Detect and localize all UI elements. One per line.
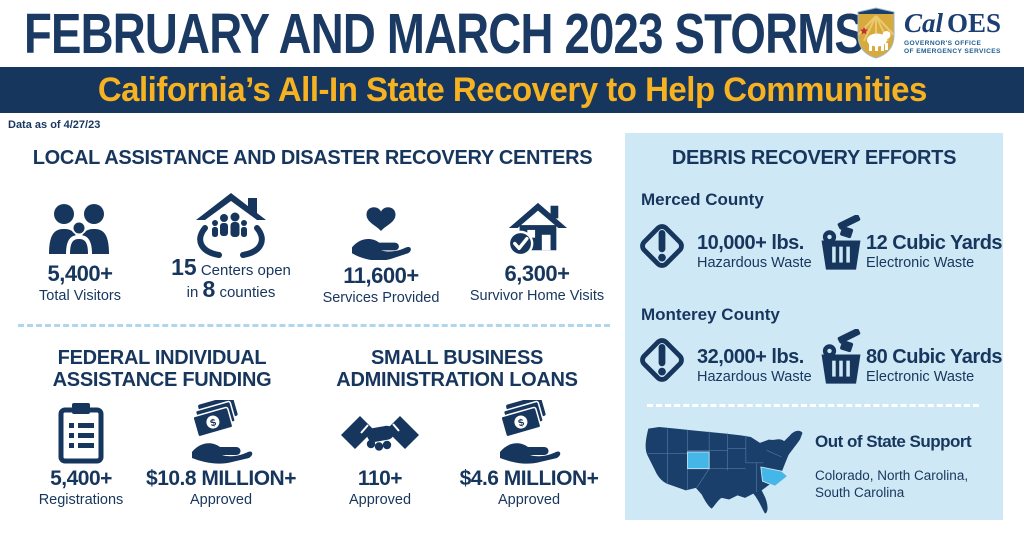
money-in-hand-icon: $	[192, 400, 253, 464]
stat-label: Approved	[348, 492, 412, 508]
federal-assistance-heading: FEDERAL INDIVIDUAL ASSISTANCE FUNDING	[52, 347, 272, 391]
stat-value: 11,600+	[343, 263, 419, 288]
hazardous-warning-icon	[633, 331, 691, 389]
stat-total-visitors: 5,400+ Total Visitors	[15, 194, 145, 304]
star-icon	[860, 27, 868, 35]
stat-value: 12 Cubic Yards	[866, 232, 1003, 254]
clipboard-icon	[58, 403, 104, 464]
sba-loans-heading: SMALL BUSINESS ADMINISTRATION LOANS	[336, 347, 578, 391]
heart-in-hand-icon	[352, 207, 411, 260]
caloes-wordmark: Cal OES	[904, 10, 1001, 37]
stat-label: Approved	[497, 492, 561, 508]
stat-federal-funding: $ $10.8 MILLION+ Approved	[140, 398, 302, 508]
caloes-logo: Cal OES GOVERNOR'S OFFICE OF EMERGENCY SE…	[856, 7, 1001, 59]
stat-label: Total Visitors	[39, 288, 121, 304]
home-check-icon	[507, 202, 567, 257]
logo-oes: OES	[947, 8, 1002, 38]
handshake-icon	[341, 416, 419, 451]
visitors-people-icon	[49, 204, 109, 254]
hazardous-waste-stat: 10,000+ lbs. Hazardous Waste	[697, 232, 812, 271]
stat-label: Hazardous Waste	[697, 369, 812, 385]
stat-label: Services Provided	[322, 290, 440, 306]
logo-tagline: GOVERNOR'S OFFICE OF EMERGENCY SERVICES	[904, 40, 1001, 55]
stat-value: $10.8 MILLION+	[146, 467, 296, 490]
dollar-sign: $	[209, 417, 218, 429]
electronic-waste-stat: 12 Cubic Yards Electronic Waste	[866, 232, 1003, 271]
dollar-sign: $	[517, 417, 526, 429]
stat-survivor-home-visits: 6,300+ Survivor Home Visits	[462, 194, 612, 304]
stat-value: 32,000+ lbs.	[697, 346, 804, 368]
county-name: Monterey County	[641, 305, 780, 324]
stat-value: 80 Cubic Yards	[866, 346, 1003, 368]
hazardous-waste-stat: 32,000+ lbs. Hazardous Waste	[697, 346, 812, 385]
state-colorado	[687, 451, 710, 470]
logo-cal: Cal	[904, 8, 944, 38]
state-carolinas	[760, 466, 789, 487]
stat-label: Approved	[189, 492, 253, 508]
shelter-family-icon	[196, 193, 266, 258]
banner-text: California’s All-In State Recovery to He…	[97, 70, 927, 109]
hazardous-warning-icon	[633, 217, 691, 275]
stat-centers-open: 15 Centers open in 8 counties	[150, 188, 312, 302]
stat-value: 15	[171, 254, 197, 280]
banner: California’s All-In State Recovery to He…	[0, 67, 1024, 113]
stat-value: $4.6 MILLION+	[459, 467, 599, 490]
debris-recovery-panel: DEBRIS RECOVERY EFFORTS Merced County 10…	[625, 133, 1003, 520]
stat-value-2: 8	[202, 276, 216, 302]
stat-sba-approved-count: 110+ Approved	[318, 398, 442, 508]
stat-sba-approved-amount: $ $4.6 MILLION+ Approved	[448, 398, 610, 508]
page-title: FEBRUARY AND MARCH 2023 STORMS	[24, 2, 865, 66]
out-of-state-list: Colorado, North Carolina, South Carolina	[815, 468, 969, 500]
stat-label: Electronic Waste	[866, 255, 975, 271]
county-name: Merced County	[641, 190, 764, 209]
stat-value: 6,300+	[504, 261, 570, 286]
stat-services-provided: 11,600+ Services Provided	[306, 196, 456, 306]
debris-recovery-heading: DEBRIS RECOVERY EFFORTS	[671, 147, 957, 169]
money-in-hand-icon: $	[500, 400, 561, 464]
stat-label: Survivor Home Visits	[469, 288, 605, 304]
data-as-of: Data as of 4/27/23	[8, 119, 101, 131]
caloes-shield-icon	[857, 7, 895, 59]
bear-icon	[867, 31, 891, 51]
stat-label: Hazardous Waste	[697, 255, 812, 271]
stat-value: 10,000+ lbs.	[697, 232, 804, 254]
electronic-waste-bin-icon	[818, 215, 864, 273]
stat-registrations: 5,400+ Registrations	[21, 398, 141, 508]
stat-label: Electronic Waste	[866, 369, 975, 385]
stat-value: 110+	[357, 467, 403, 490]
stat-label: Registrations	[38, 492, 124, 508]
section-divider	[18, 324, 610, 327]
stat-value: 5,400+	[50, 467, 112, 490]
panel-divider	[647, 404, 979, 407]
usa-map	[641, 417, 809, 517]
out-of-state-heading: Out of State Support	[815, 432, 972, 451]
electronic-waste-bin-icon	[818, 329, 864, 387]
stat-value: 5,400+	[47, 261, 113, 286]
electronic-waste-stat: 80 Cubic Yards Electronic Waste	[866, 346, 1003, 385]
local-assistance-heading: LOCAL ASSISTANCE AND DISASTER RECOVERY C…	[32, 147, 593, 169]
